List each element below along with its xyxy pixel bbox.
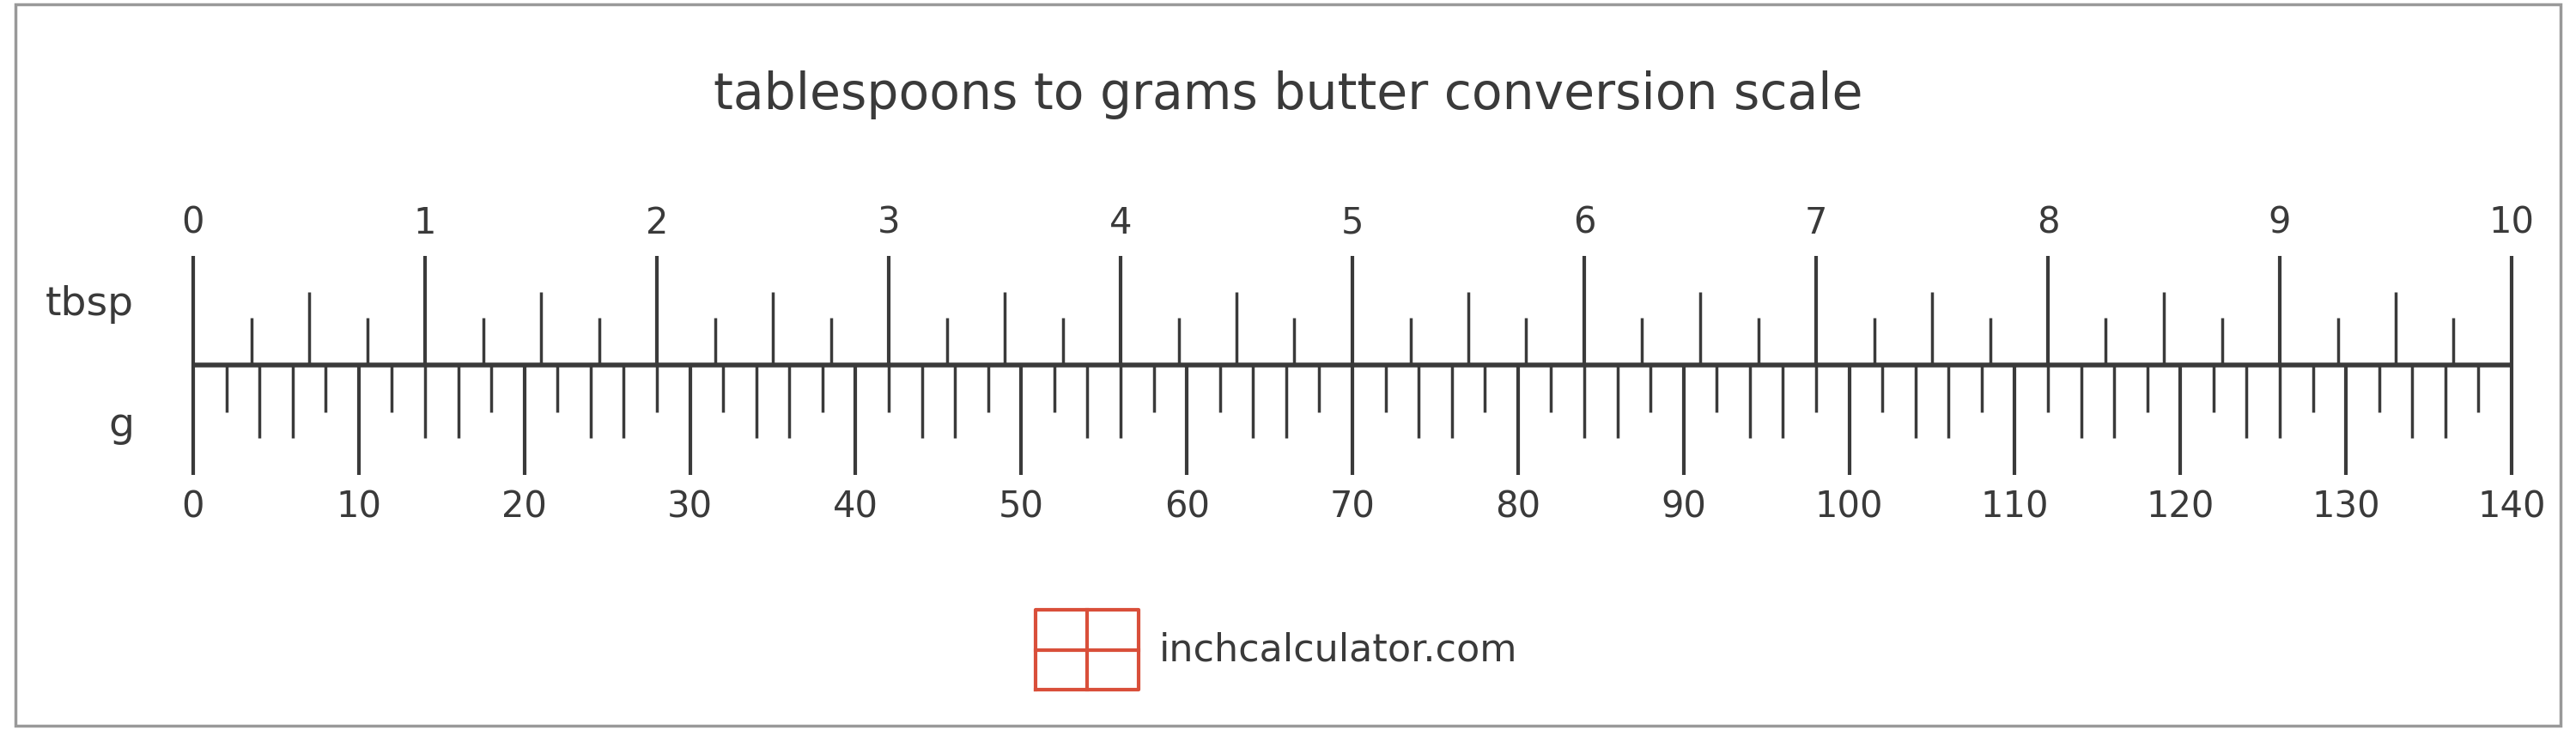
- Text: 3: 3: [878, 205, 899, 241]
- Text: 20: 20: [502, 489, 546, 525]
- Text: 40: 40: [832, 489, 878, 525]
- Text: 10: 10: [335, 489, 381, 525]
- Text: inchcalculator.com: inchcalculator.com: [1159, 631, 1517, 668]
- Text: 60: 60: [1164, 489, 1211, 525]
- Text: 5: 5: [1342, 205, 1363, 241]
- Text: 100: 100: [1816, 489, 1883, 525]
- Text: 6: 6: [1574, 205, 1595, 241]
- Text: 110: 110: [1981, 489, 2048, 525]
- Text: 70: 70: [1329, 489, 1376, 525]
- Text: 10: 10: [2488, 205, 2535, 241]
- Text: 120: 120: [2146, 489, 2215, 525]
- Text: 1: 1: [415, 205, 435, 241]
- Text: 30: 30: [667, 489, 714, 525]
- Text: 50: 50: [999, 489, 1043, 525]
- Text: 140: 140: [2478, 489, 2545, 525]
- Text: 2: 2: [647, 205, 667, 241]
- Text: 7: 7: [1806, 205, 1826, 241]
- Text: tablespoons to grams butter conversion scale: tablespoons to grams butter conversion s…: [714, 70, 1862, 120]
- Text: g: g: [108, 406, 134, 445]
- FancyBboxPatch shape: [15, 4, 2561, 726]
- Text: 0: 0: [183, 205, 204, 241]
- Text: 8: 8: [2038, 205, 2058, 241]
- Text: 4: 4: [1110, 205, 1131, 241]
- Text: 90: 90: [1662, 489, 1705, 525]
- Text: 80: 80: [1494, 489, 1540, 525]
- Text: 9: 9: [2269, 205, 2290, 241]
- Text: 0: 0: [183, 489, 204, 525]
- Text: tbsp: tbsp: [46, 285, 134, 324]
- Text: 130: 130: [2311, 489, 2380, 525]
